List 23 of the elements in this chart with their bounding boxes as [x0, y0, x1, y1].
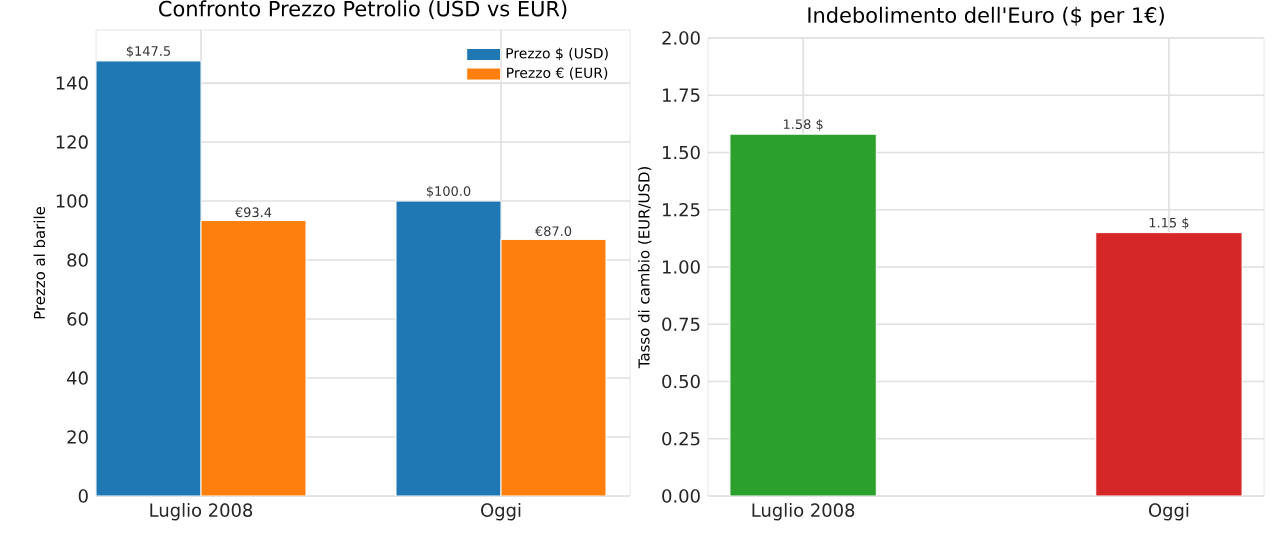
y-tick-label: 1.75: [663, 88, 700, 102]
chart-title: Confronto Prezzo Petrolio (USD vs EUR): [159, 0, 567, 19]
y-tick-label: 1.00: [663, 260, 700, 274]
x-tick-label: Luglio 2008: [150, 503, 253, 521]
chart-title: Indebolimento dell'Euro ($ per 1€): [808, 6, 1164, 27]
y-tick-label: 60: [67, 312, 88, 326]
y-tick-label: 0.25: [662, 431, 700, 446]
x-tick-label: Luglio 2008: [752, 503, 855, 521]
y-tick-label: 80: [67, 253, 88, 267]
y-tick-label: 1.25: [663, 202, 700, 217]
y-tick-label: 120: [56, 135, 88, 149]
y-tick-label: 1.50: [663, 145, 700, 160]
y-tick-label: 0: [78, 489, 88, 503]
y-tick-label: 20: [67, 430, 88, 444]
y-tick-label: 0.00: [662, 489, 700, 503]
x-tick-label: Oggi: [481, 503, 521, 521]
y-tick-label: 0.75: [662, 317, 700, 332]
y-tick-label: 140: [56, 76, 88, 90]
y-tick-label: 100: [56, 194, 88, 208]
x-tick-label: Oggi: [1148, 503, 1189, 521]
y-tick-label: 0.50: [662, 374, 700, 389]
y-tick-label: 40: [67, 371, 88, 385]
y-tick-label: 2.00: [662, 31, 700, 45]
